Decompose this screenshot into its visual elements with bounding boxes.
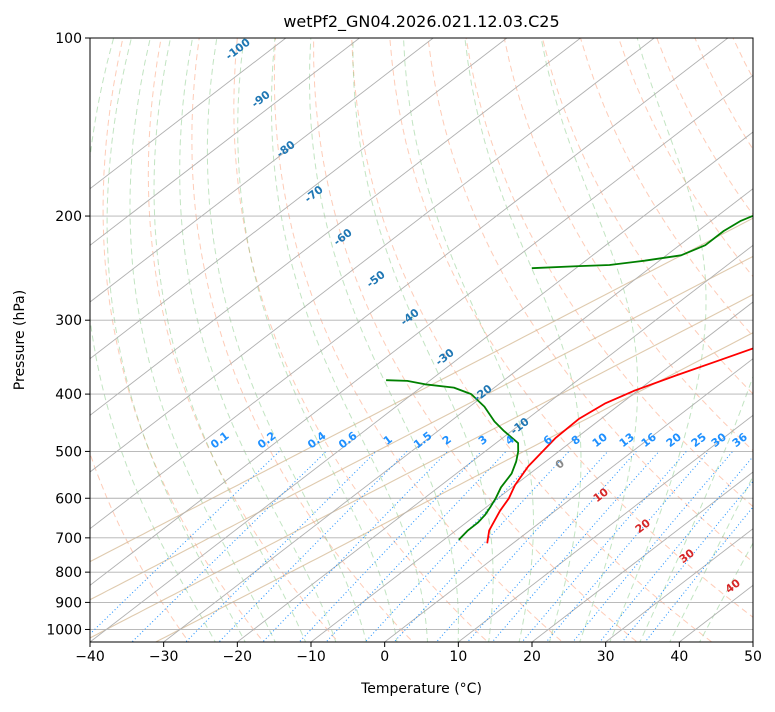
dry-adiabat-label: -30 <box>433 346 457 369</box>
dry-adiabat-label: -100 <box>223 35 253 62</box>
mixing-ratio-label: 2 <box>440 433 454 448</box>
freezing-label: 0 <box>553 457 567 472</box>
moist-adiabat <box>238 38 399 654</box>
mixing-ratio-label: 1 <box>381 433 395 448</box>
mixing-ratio-line <box>315 451 506 654</box>
x-tick-label: 0 <box>380 649 389 665</box>
dry-adiabat <box>619 38 775 654</box>
moist-adiabat <box>271 38 428 654</box>
mixing-ratio-line <box>70 451 280 654</box>
moist-adiabat <box>404 38 534 654</box>
dry-adiabat <box>542 38 775 654</box>
x-tick-label: −10 <box>296 649 326 665</box>
mixing-ratio-label: 25 <box>689 430 709 450</box>
x-tick-label: 30 <box>597 649 615 665</box>
x-axis-label: Temperature (°C) <box>360 681 482 697</box>
mixing-ratio-line <box>482 451 659 654</box>
y-tick-label: 100 <box>55 31 82 47</box>
moist-adiabat-label: 10 <box>591 485 611 505</box>
dry-adiabat <box>192 38 425 654</box>
mixing-ratio-label: 0.2 <box>255 429 278 451</box>
y-tick-label: 800 <box>55 565 82 581</box>
x-tick-label: 10 <box>449 649 467 665</box>
moist-adiabat <box>310 38 459 654</box>
dry-adiabat <box>56 38 198 654</box>
moist-adiabat <box>154 38 310 654</box>
chart-title: wetPf2_GN04.2026.021.12.03.C25 <box>283 12 559 32</box>
dry-adiabat <box>771 38 775 654</box>
plot-area <box>0 11 775 654</box>
mixing-ratio-line <box>251 451 447 654</box>
mixing-ratio-line <box>457 451 636 654</box>
x-tick-label: 50 <box>744 649 762 665</box>
dry-adiabat-label: -50 <box>364 268 388 291</box>
mixing-ratio-line <box>636 451 775 654</box>
y-tick-label: 400 <box>55 387 82 403</box>
moist-adiabat-label: 30 <box>677 546 697 566</box>
x-tick-label: −30 <box>149 649 179 665</box>
moist-adiabat <box>207 38 369 654</box>
dry-adiabat <box>657 38 775 654</box>
mixing-ratio-line <box>174 451 376 654</box>
dry-adiabat <box>695 38 775 654</box>
isotherm <box>0 11 616 654</box>
x-tick-label: 20 <box>523 649 541 665</box>
moist-adiabat-label: 20 <box>633 516 653 536</box>
moist-adiabat <box>180 38 340 654</box>
mixing-ratio-label: 0.1 <box>208 429 231 451</box>
mixing-ratio-label: 36 <box>730 430 750 450</box>
dry-adiabat <box>148 38 349 654</box>
profile-line <box>532 38 775 268</box>
dry-adiabat <box>733 38 775 654</box>
y-tick-label: 900 <box>55 595 82 611</box>
y-tick-label: 300 <box>55 313 82 329</box>
moist-adiabat <box>693 38 775 654</box>
moist-adiabat-label: 40 <box>723 576 743 596</box>
mixing-ratio-label: 10 <box>590 430 610 450</box>
x-tick-label: −40 <box>75 649 105 665</box>
plot-frame <box>90 38 753 642</box>
moist-adiabat <box>107 38 251 654</box>
dry-adiabat <box>103 38 273 654</box>
mixing-ratio-label: 1.5 <box>411 429 434 451</box>
dry-adiabat <box>581 38 775 654</box>
isotherm <box>737 11 775 654</box>
dry-adiabat <box>352 38 728 654</box>
y-tick-label: 500 <box>55 444 82 460</box>
moist-adiabat <box>130 38 281 654</box>
dry-adiabat-label: -60 <box>331 226 355 249</box>
moist-adiabat <box>605 38 706 654</box>
dry-adiabat-label: -70 <box>302 183 326 206</box>
mixing-ratio-line <box>207 451 407 654</box>
isotherm <box>0 11 468 654</box>
dry-adiabat-label: -40 <box>398 306 422 329</box>
y-tick-label: 200 <box>55 209 82 225</box>
y-axis-label: Pressure (hPa) <box>12 290 28 390</box>
y-tick-label: 600 <box>55 491 82 507</box>
moist-adiabat <box>353 38 493 654</box>
isotherm <box>74 11 775 654</box>
y-tick-label: 1000 <box>46 622 82 638</box>
moist-adiabat <box>541 38 638 654</box>
dry-adiabat-label: -80 <box>274 138 298 161</box>
y-tick-label: 700 <box>55 531 82 547</box>
x-tick-label: 40 <box>670 649 688 665</box>
x-tick-label: −20 <box>223 649 253 665</box>
moist-adiabat <box>634 38 775 654</box>
mixing-ratio-label: 3 <box>476 433 490 448</box>
mixing-ratio-line <box>354 451 542 654</box>
isotherm <box>295 11 775 654</box>
mixing-ratio-label: 13 <box>617 430 637 450</box>
profile-line <box>487 38 775 543</box>
